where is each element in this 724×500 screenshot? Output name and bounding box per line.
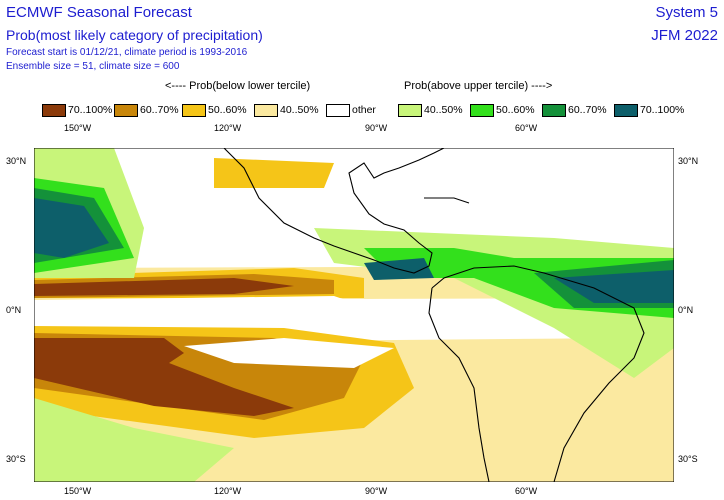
legend-below-caption: <---- Prob(below lower tercile) xyxy=(165,80,311,92)
legend-label: 70..100% xyxy=(640,104,685,116)
right-lat-tick: 0°N xyxy=(678,305,694,315)
above-40-50-region xyxy=(34,398,234,482)
other-band xyxy=(34,296,394,368)
legend-label: 70..100% xyxy=(68,104,113,116)
south-america-west-coast xyxy=(428,287,490,482)
bottom-lon-tick: 60°W xyxy=(515,486,538,496)
legend-swatch xyxy=(114,104,138,117)
legend-swatch xyxy=(42,104,66,117)
coastlines xyxy=(223,148,645,482)
top-lon-tick: 90°W xyxy=(365,123,388,133)
bottom-lon-tick: 120°W xyxy=(214,486,242,496)
system-label: System 5 xyxy=(655,4,718,21)
legend-swatch xyxy=(470,104,494,117)
legend-label: 50..60% xyxy=(496,104,535,116)
legend: 70..100% 60..70% 50..60% 40..50% other 4… xyxy=(34,104,694,118)
legend-above-caption: Prob(above upper tercile) ----> xyxy=(404,80,553,92)
above-70-100-region xyxy=(554,270,674,303)
legend-label: other xyxy=(352,104,376,116)
legend-swatch xyxy=(182,104,206,117)
legend-swatch xyxy=(614,104,638,117)
north-america-coast xyxy=(223,148,445,274)
below-70-100-region xyxy=(34,278,294,296)
period-label: JFM 2022 xyxy=(651,27,718,44)
below-50-60-region xyxy=(214,158,334,188)
below-70-100-region xyxy=(34,338,294,416)
above-tercile-regions xyxy=(34,148,674,482)
bottom-lon-tick: 150°W xyxy=(64,486,92,496)
legend-label: 60..70% xyxy=(568,104,607,116)
ensemble-info: Ensemble size = 51, climate size = 600 xyxy=(6,61,180,72)
caribbean-islands xyxy=(424,197,470,204)
top-lon-tick: 120°W xyxy=(214,123,242,133)
precipitation-map xyxy=(34,148,674,482)
right-lat-tick: 30°S xyxy=(678,454,698,464)
forecast-info: Forecast start is 01/12/21, climate peri… xyxy=(6,47,248,58)
left-lat-tick: 0°N xyxy=(6,305,22,315)
legend-label: 40..50% xyxy=(424,104,463,116)
map-title: ECMWF Seasonal Forecast xyxy=(6,4,192,21)
right-lat-tick: 30°N xyxy=(678,156,699,166)
legend-swatch xyxy=(542,104,566,117)
legend-label: 50..60% xyxy=(208,104,247,116)
top-lon-tick: 60°W xyxy=(515,123,538,133)
legend-swatch xyxy=(398,104,422,117)
left-lat-tick: 30°S xyxy=(6,454,26,464)
legend-label: 40..50% xyxy=(280,104,319,116)
south-america-coast xyxy=(431,265,645,482)
legend-swatch xyxy=(254,104,278,117)
legend-label: 60..70% xyxy=(140,104,179,116)
top-lon-tick: 150°W xyxy=(64,123,92,133)
bottom-lon-tick: 90°W xyxy=(365,486,388,496)
legend-swatch xyxy=(326,104,350,117)
above-70-100-region xyxy=(34,198,109,258)
left-lat-tick: 30°N xyxy=(6,156,27,166)
map-subtitle: Prob(most likely category of precipitati… xyxy=(6,27,263,43)
